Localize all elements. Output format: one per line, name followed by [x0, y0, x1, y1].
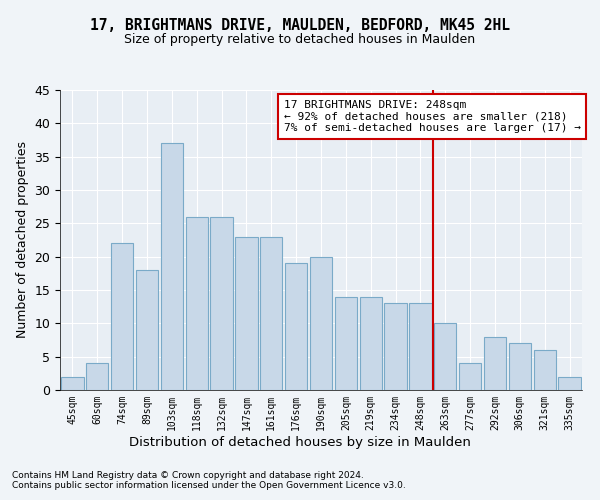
Bar	[335, 296, 357, 390]
Bar	[136, 270, 158, 390]
Bar	[484, 336, 506, 390]
Bar	[434, 324, 457, 390]
Bar	[260, 236, 283, 390]
Text: Contains HM Land Registry data © Crown copyright and database right 2024.: Contains HM Land Registry data © Crown c…	[12, 471, 364, 480]
Bar	[409, 304, 431, 390]
Bar	[385, 304, 407, 390]
Bar	[235, 236, 257, 390]
Bar	[359, 296, 382, 390]
Bar	[459, 364, 481, 390]
Text: 17 BRIGHTMANS DRIVE: 248sqm
← 92% of detached houses are smaller (218)
7% of sem: 17 BRIGHTMANS DRIVE: 248sqm ← 92% of det…	[284, 100, 581, 133]
Bar	[211, 216, 233, 390]
Text: 17, BRIGHTMANS DRIVE, MAULDEN, BEDFORD, MK45 2HL: 17, BRIGHTMANS DRIVE, MAULDEN, BEDFORD, …	[90, 18, 510, 32]
Text: Contains public sector information licensed under the Open Government Licence v3: Contains public sector information licen…	[12, 481, 406, 490]
Bar	[509, 344, 531, 390]
Bar	[285, 264, 307, 390]
Bar	[111, 244, 133, 390]
Bar	[61, 376, 83, 390]
Bar	[86, 364, 109, 390]
Text: Size of property relative to detached houses in Maulden: Size of property relative to detached ho…	[124, 32, 476, 46]
Text: Distribution of detached houses by size in Maulden: Distribution of detached houses by size …	[129, 436, 471, 449]
Bar	[559, 376, 581, 390]
Y-axis label: Number of detached properties: Number of detached properties	[16, 142, 29, 338]
Bar	[161, 144, 183, 390]
Bar	[185, 216, 208, 390]
Bar	[533, 350, 556, 390]
Bar	[310, 256, 332, 390]
